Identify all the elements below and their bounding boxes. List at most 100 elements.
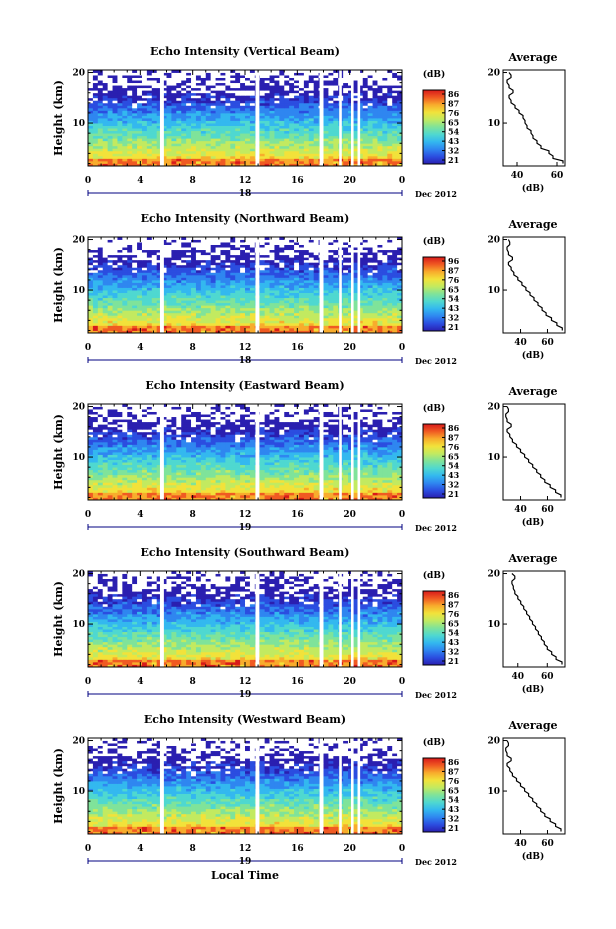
- heatmap-cell: [166, 135, 172, 139]
- heatmap-cell: [171, 92, 177, 96]
- heatmap-cell: [156, 85, 162, 89]
- heatmap-cell: [377, 75, 383, 78]
- heatmap-cell: [205, 305, 212, 309]
- heatmap-cell: [274, 330, 280, 334]
- heatmap-cell: [122, 133, 128, 137]
- heatmap-cell: [362, 112, 369, 116]
- heatmap-cell: [137, 327, 143, 331]
- heatmap-cell: [348, 262, 354, 266]
- heatmap-cell: [195, 138, 202, 142]
- heatmap-cell: [308, 85, 315, 89]
- heatmap-cell: [176, 97, 182, 101]
- heatmap-cell: [249, 317, 256, 321]
- heatmap-cell: [352, 307, 359, 311]
- heatmap-cell: [166, 322, 172, 326]
- heatmap-cell: [367, 72, 373, 76]
- heatmap-cell: [200, 327, 207, 331]
- heatmap-cell: [235, 290, 241, 293]
- heatmap-cell: [102, 110, 109, 114]
- heatmap-cell: [137, 128, 143, 132]
- heatmap-cell: [387, 292, 393, 296]
- heatmap-cell: [171, 87, 177, 91]
- heatmap-cell: [117, 138, 123, 142]
- heatmap-cell: [166, 163, 172, 167]
- heatmap-cell: [122, 287, 128, 291]
- heatmap-cell: [161, 107, 167, 111]
- heatmap-cell: [127, 135, 133, 139]
- heatmap-cell: [245, 274, 251, 278]
- heatmap-cell: [132, 325, 138, 329]
- heatmap-cell: [191, 148, 197, 152]
- heatmap-cell: [357, 312, 364, 316]
- heatmap-cell: [215, 107, 221, 111]
- heatmap-cell: [151, 85, 158, 89]
- heatmap-cell: [289, 85, 295, 89]
- heatmap-cell: [259, 148, 266, 152]
- heatmap-cell: [348, 277, 354, 281]
- heatmap-cell: [274, 325, 280, 329]
- heatmap-cell: [240, 325, 246, 329]
- heatmap-cell: [308, 75, 315, 78]
- heatmap-cell: [166, 285, 172, 288]
- heatmap-cell: [294, 305, 300, 309]
- heatmap-cell: [151, 115, 158, 119]
- heatmap-cell: [259, 320, 266, 324]
- heatmap-cell: [357, 145, 364, 149]
- heatmap-cell: [328, 267, 334, 271]
- heatmap-cell: [112, 322, 118, 326]
- heatmap-cell: [372, 282, 378, 286]
- heatmap-cell: [146, 274, 153, 278]
- heatmap-cell: [357, 85, 364, 89]
- heatmap-cell: [88, 143, 94, 147]
- heatmap-cell: [122, 254, 128, 258]
- heatmap-cell: [117, 118, 123, 121]
- heatmap-cell: [387, 123, 393, 126]
- heatmap-cell: [279, 254, 285, 258]
- heatmap-cell: [220, 300, 226, 304]
- heatmap-cell: [102, 125, 109, 129]
- heatmap-cell: [240, 290, 246, 293]
- heatmap-cell: [387, 163, 393, 167]
- heatmap-cell: [313, 252, 319, 256]
- heatmap-cell: [200, 107, 207, 111]
- heatmap-cell: [171, 125, 177, 129]
- heatmap-cell: [88, 305, 94, 309]
- heatmap-cell: [269, 82, 275, 86]
- heatmap-cell: [372, 310, 378, 314]
- heatmap-cell: [382, 285, 388, 288]
- heatmap-cell: [328, 130, 334, 134]
- heatmap-cell: [107, 292, 113, 296]
- heatmap-cell: [137, 118, 143, 121]
- heatmap-cell: [348, 102, 354, 106]
- heatmap-cell: [367, 325, 373, 329]
- heatmap-cell: [112, 110, 118, 114]
- heatmap-cell: [343, 272, 349, 276]
- heatmap-cell: [210, 72, 216, 76]
- heatmap-cell: [102, 70, 109, 73]
- heatmap-cell: [97, 130, 104, 134]
- heatmap-cell: [117, 264, 123, 268]
- heatmap-cell: [249, 160, 256, 164]
- heatmap-cell: [382, 107, 388, 111]
- heatmap-cell: [245, 312, 251, 316]
- heatmap-cell: [240, 292, 246, 296]
- heatmap-cell: [137, 262, 143, 266]
- heatmap-cell: [249, 305, 256, 309]
- heatmap-cell: [357, 125, 364, 129]
- heatmap-cell: [279, 237, 285, 240]
- heatmap-cell: [146, 92, 153, 96]
- panel-1: Echo Intensity (Vertical Beam)1020Height…: [52, 45, 566, 199]
- heatmap-cell: [132, 327, 138, 331]
- heatmap-cell: [186, 77, 192, 81]
- heatmap-cell: [225, 123, 231, 126]
- heatmap-cell: [387, 105, 393, 109]
- heatmap-cell: [102, 272, 109, 276]
- heatmap-cell: [377, 97, 383, 101]
- heatmap-cell: [146, 140, 153, 144]
- heatmap-cell: [362, 320, 369, 324]
- heatmap-cell: [284, 242, 290, 245]
- heatmap-cell: [107, 128, 113, 132]
- heatmap-cell: [200, 297, 207, 301]
- heatmap-cell: [397, 100, 403, 104]
- heatmap-cell: [215, 112, 221, 116]
